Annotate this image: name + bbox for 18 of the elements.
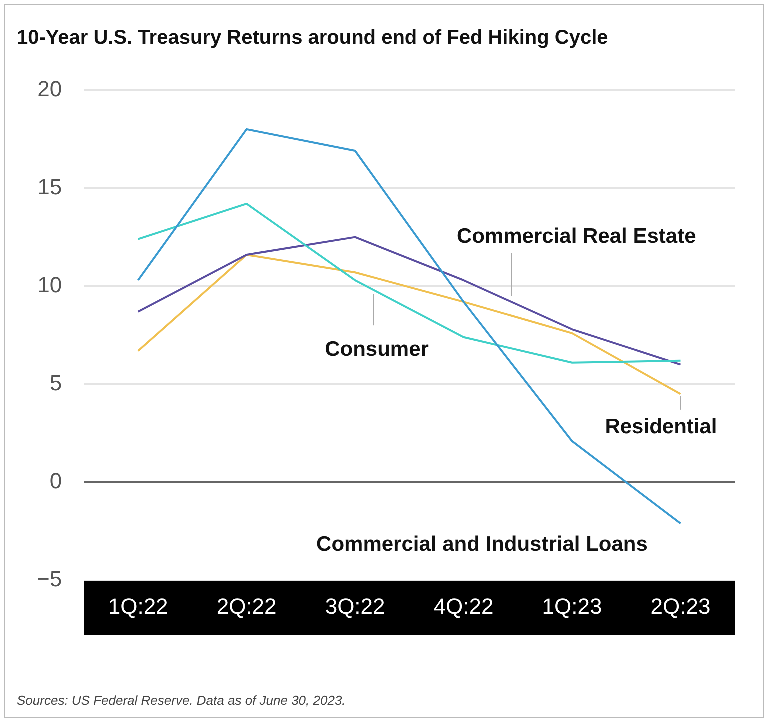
- x-tick-label: 4Q:22: [434, 594, 494, 619]
- series-label: Consumer: [325, 338, 429, 361]
- x-tick-label: 2Q:22: [216, 594, 277, 619]
- source-note: Sources: US Federal Reserve. Data as of June 30, 2023.: [17, 693, 346, 708]
- chart-title: 10-Year U.S. Treasury Returns around end of Fed Hiking Cycle: [17, 27, 608, 50]
- y-tick-label: 15: [38, 174, 62, 200]
- y-tick-label: −5: [36, 566, 62, 592]
- y-tick-label: 5: [50, 370, 62, 396]
- series-label: Commercial and Industrial Loans: [316, 533, 648, 556]
- x-tick-label: 1Q:22: [108, 594, 168, 619]
- y-tick-label: 20: [38, 76, 62, 102]
- x-tick-label: 2Q:23: [650, 594, 711, 619]
- y-tick-label: 10: [38, 272, 62, 298]
- series-label: Commercial Real Estate: [456, 225, 696, 248]
- x-tick-label: 1Q:23: [542, 594, 602, 619]
- series-label: Residential: [605, 415, 718, 438]
- y-tick-label: 0: [50, 468, 62, 494]
- x-tick-label: 3Q:22: [325, 594, 386, 619]
